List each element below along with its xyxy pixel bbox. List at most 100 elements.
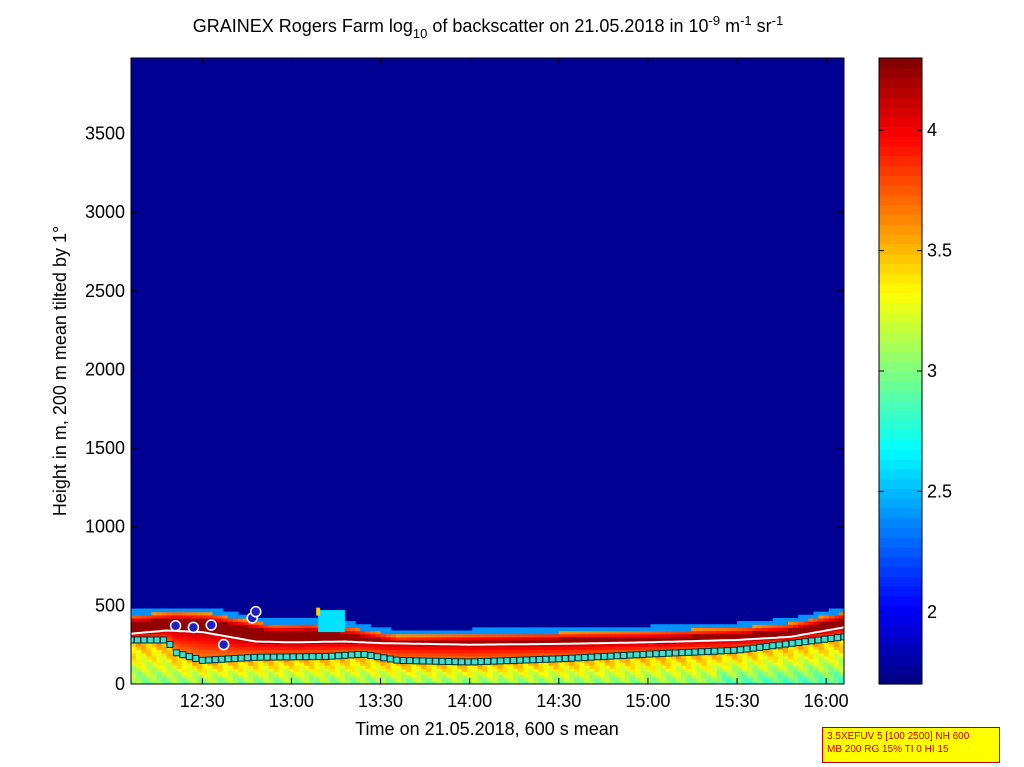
heatmap-cell bbox=[553, 665, 560, 669]
heatmap-cell bbox=[777, 649, 784, 654]
heatmap-cell bbox=[823, 655, 830, 660]
heatmap-cell bbox=[782, 633, 789, 638]
heatmap-cell bbox=[502, 646, 509, 650]
heatmap-cell bbox=[568, 665, 575, 669]
heatmap-cell bbox=[533, 674, 540, 679]
heatmap-cell bbox=[731, 661, 738, 666]
heatmap-cell bbox=[237, 668, 244, 673]
heatmap-cell bbox=[151, 624, 158, 628]
lower-layer-marker bbox=[296, 653, 304, 661]
heatmap-cell bbox=[227, 671, 234, 676]
heatmap-cell bbox=[563, 661, 570, 666]
heatmap-cell bbox=[131, 611, 137, 616]
heatmap-cell bbox=[283, 677, 290, 682]
heatmap-cell bbox=[777, 677, 784, 682]
heatmap-cell bbox=[222, 636, 229, 641]
heatmap-cell bbox=[273, 617, 280, 622]
heatmap-cell bbox=[838, 655, 844, 660]
heatmap-cell bbox=[823, 617, 830, 622]
heatmap-cell bbox=[426, 674, 433, 679]
heatmap-cell bbox=[777, 617, 784, 622]
heatmap-cell bbox=[141, 655, 147, 660]
heatmap-cell bbox=[227, 680, 234, 684]
heatmap-cell bbox=[166, 665, 173, 669]
heatmap-cell bbox=[798, 674, 804, 679]
heatmap-cell bbox=[772, 624, 779, 628]
heatmap-cell bbox=[630, 630, 636, 635]
heatmap-cell bbox=[823, 624, 830, 628]
heatmap-cell bbox=[818, 652, 825, 657]
heatmap-cell bbox=[431, 630, 438, 635]
heatmap-cell bbox=[344, 646, 351, 650]
heatmap-cell bbox=[619, 677, 626, 682]
heatmap-cell bbox=[721, 674, 728, 679]
heatmap-cell bbox=[344, 668, 351, 673]
heatmap-cell bbox=[304, 661, 310, 666]
heatmap-cell bbox=[665, 630, 672, 635]
heatmap-cell bbox=[309, 674, 315, 679]
heatmap-cell bbox=[650, 627, 657, 632]
heatmap-cell bbox=[762, 671, 769, 676]
heatmap-cell bbox=[375, 646, 382, 650]
heatmap-cell bbox=[675, 655, 682, 660]
heatmap-cell bbox=[650, 633, 657, 638]
heatmap-cell bbox=[416, 636, 422, 641]
heatmap-cell bbox=[813, 652, 820, 657]
heatmap-cell bbox=[731, 633, 738, 638]
lower-layer-marker bbox=[133, 636, 141, 644]
heatmap-cell bbox=[355, 627, 361, 632]
heatmap-cell bbox=[497, 665, 504, 669]
heatmap-cell bbox=[838, 661, 844, 666]
heatmap-cell bbox=[563, 639, 570, 644]
heatmap-cell bbox=[253, 677, 259, 682]
heatmap-cell bbox=[222, 652, 229, 657]
heatmap-cell bbox=[349, 671, 356, 676]
heatmap-cell bbox=[563, 665, 570, 669]
heatmap-cell bbox=[304, 646, 310, 650]
heatmap-cell bbox=[594, 630, 601, 635]
heatmap-cell bbox=[691, 661, 697, 666]
lower-layer-marker bbox=[373, 653, 381, 661]
lower-layer-marker bbox=[458, 658, 466, 666]
heatmap-cell bbox=[217, 649, 224, 654]
heatmap-cell bbox=[568, 661, 575, 666]
heatmap-cell bbox=[625, 636, 631, 641]
heatmap-cell bbox=[146, 671, 152, 676]
heatmap-cell bbox=[334, 649, 341, 654]
title-unit1: m bbox=[720, 16, 740, 36]
heatmap-cell bbox=[665, 627, 672, 632]
heatmap-cell bbox=[568, 643, 575, 647]
heatmap-cell bbox=[691, 668, 697, 673]
heatmap-cell bbox=[355, 633, 361, 638]
heatmap-cell bbox=[762, 630, 769, 635]
lower-layer-marker bbox=[224, 655, 232, 663]
heatmap-cell bbox=[263, 680, 270, 684]
heatmap-cell bbox=[375, 674, 382, 679]
heatmap-cell bbox=[467, 649, 473, 654]
heatmap-cell bbox=[838, 621, 844, 625]
heatmap-cell bbox=[273, 658, 280, 663]
heatmap-cell bbox=[207, 652, 214, 657]
heatmap-cell bbox=[828, 614, 835, 619]
heatmap-cell bbox=[731, 658, 738, 663]
heatmap-cell bbox=[782, 677, 789, 682]
title-exp3: -1 bbox=[772, 13, 784, 28]
heatmap-cell bbox=[278, 636, 285, 641]
heatmap-cell bbox=[232, 639, 239, 644]
heatmap-cell bbox=[431, 633, 438, 638]
heatmap-cell bbox=[477, 649, 484, 654]
heatmap-cell bbox=[176, 671, 183, 676]
heatmap-cell bbox=[701, 677, 708, 682]
heatmap-cell bbox=[472, 668, 478, 673]
heatmap-cell bbox=[533, 639, 540, 644]
heatmap-cell bbox=[838, 658, 844, 663]
heatmap-cell bbox=[278, 677, 285, 682]
heatmap-cell bbox=[614, 677, 621, 682]
heatmap-cell bbox=[640, 643, 646, 647]
heatmap-cell bbox=[426, 652, 433, 657]
heatmap-cell bbox=[151, 655, 158, 660]
heatmap-cell bbox=[487, 680, 494, 684]
heatmap-cell bbox=[574, 646, 580, 650]
heatmap-cell bbox=[400, 643, 407, 647]
heatmap-cell bbox=[253, 636, 259, 641]
